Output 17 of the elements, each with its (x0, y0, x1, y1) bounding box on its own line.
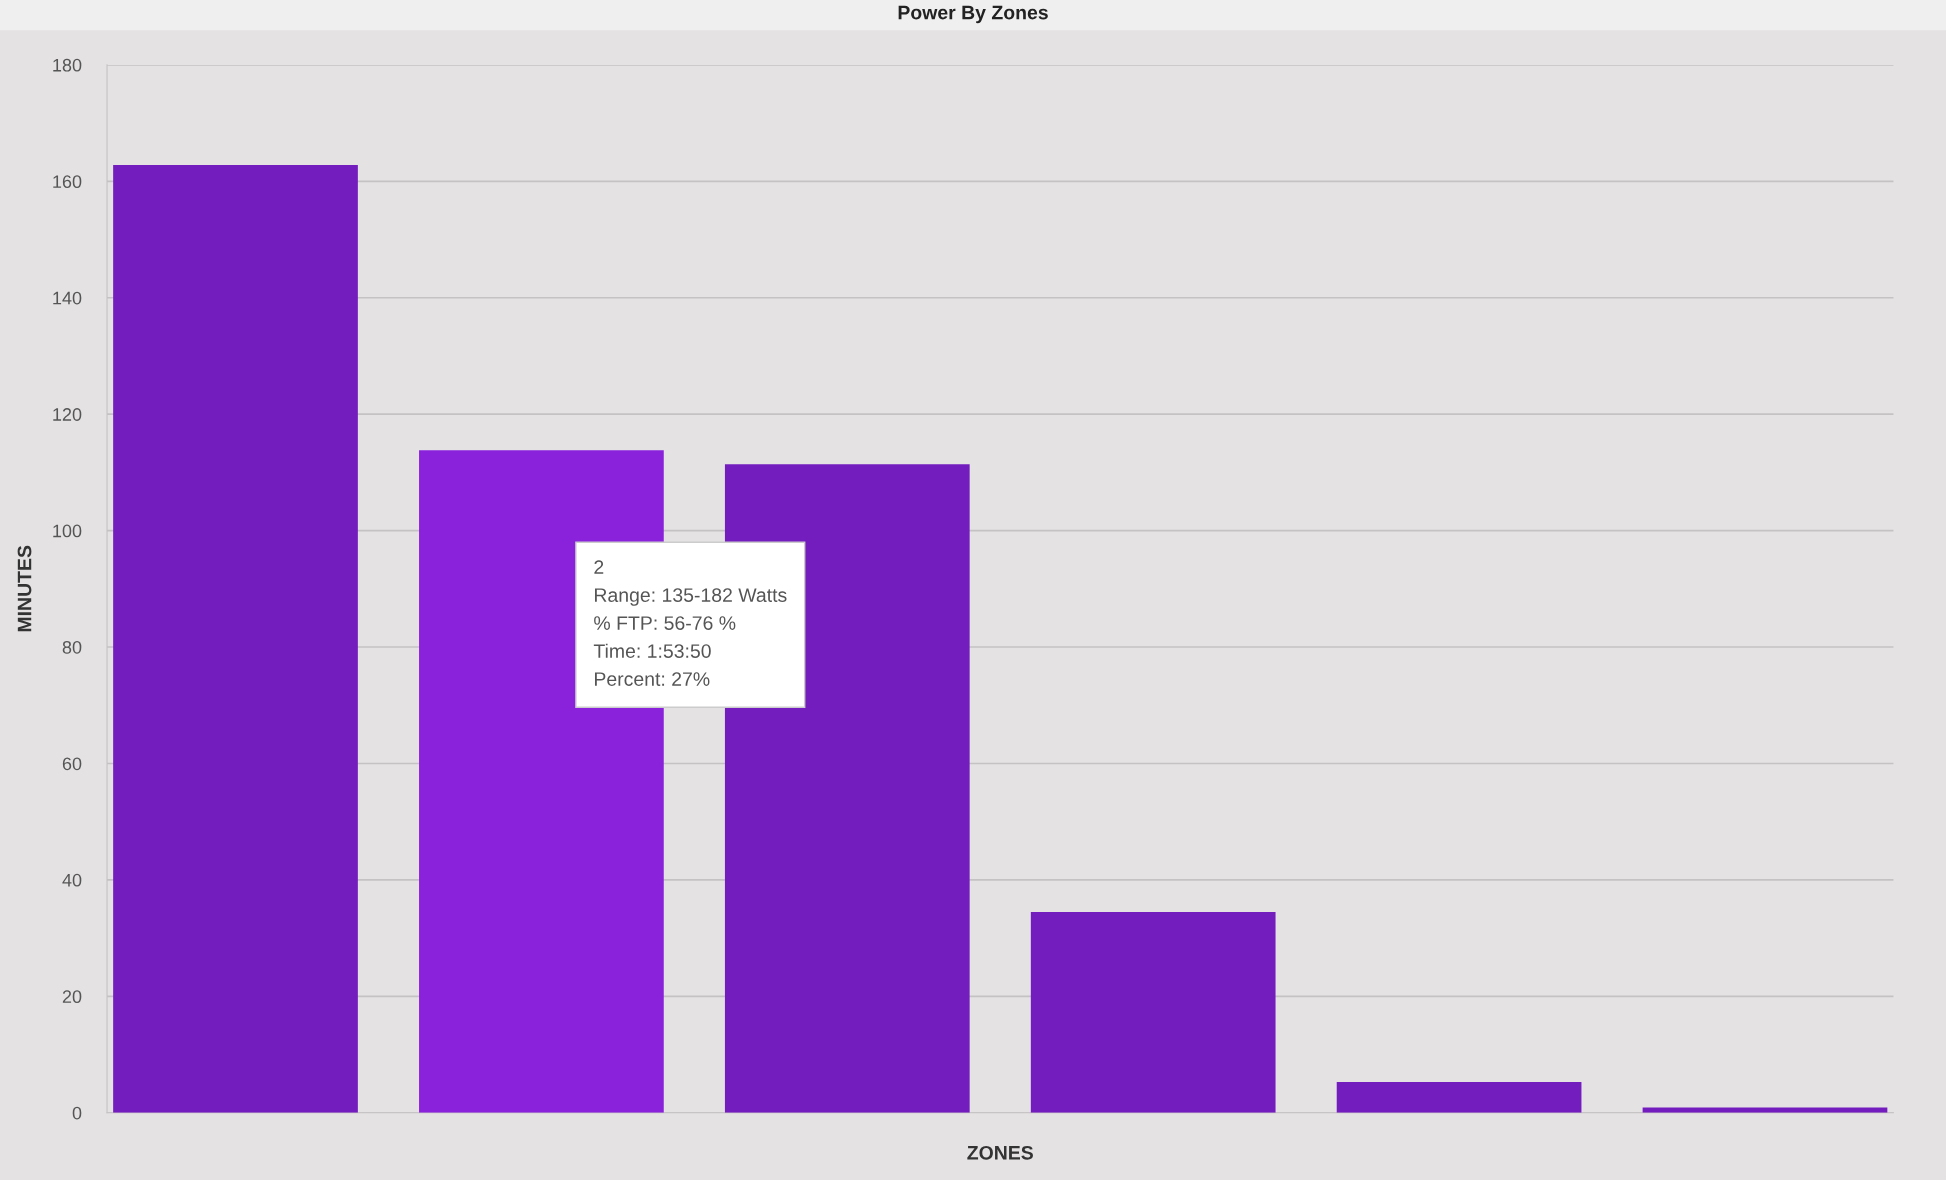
y-tick-label: 140 (53, 291, 82, 305)
y-tick-label: 60 (62, 757, 82, 771)
bar (1336, 1081, 1582, 1113)
y-tick-label: 40 (62, 873, 82, 887)
annotation: 2 Range: 135-182 Watts % FTP: 56-76 % Time: 1:53:50 Percent: 27% (593, 560, 787, 686)
y-tick-label: 160 (53, 175, 82, 189)
y-tick-label: 180 (53, 58, 82, 72)
bar (113, 165, 358, 1113)
chart-title: Power By Zones (898, 5, 1048, 24)
y-tick-label: 80 (62, 640, 82, 654)
x-axis-title: ZONES (967, 1145, 1033, 1160)
bar (1030, 911, 1276, 1113)
y-tick-label: 0 (72, 1106, 82, 1120)
y-tick-label: 120 (53, 408, 82, 421)
y-axis-title: MINUTES (17, 545, 32, 632)
y-tick-label: 20 (62, 990, 82, 1004)
y-tick-label: 100 (53, 524, 82, 538)
